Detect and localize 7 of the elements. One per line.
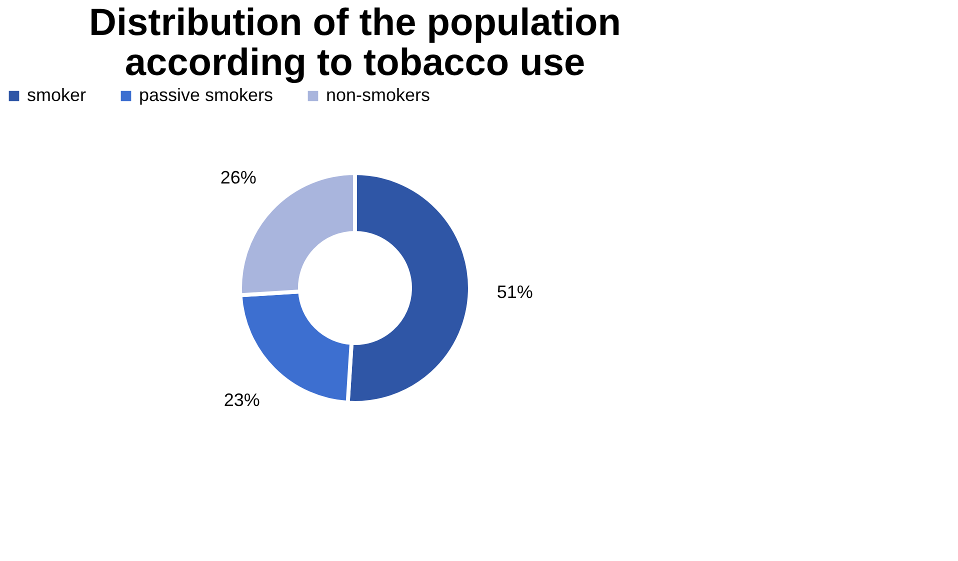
data-label: 51%: [496, 282, 533, 302]
data-label: 26%: [220, 167, 256, 188]
legend-label: passive smokers: [139, 85, 274, 105]
legend-label: smoker: [27, 85, 86, 105]
data-label: 23%: [224, 390, 260, 410]
legend-label: non-smokers: [326, 85, 430, 105]
chart-title: Distribution of the population according to tobacco use: [89, 2, 621, 84]
